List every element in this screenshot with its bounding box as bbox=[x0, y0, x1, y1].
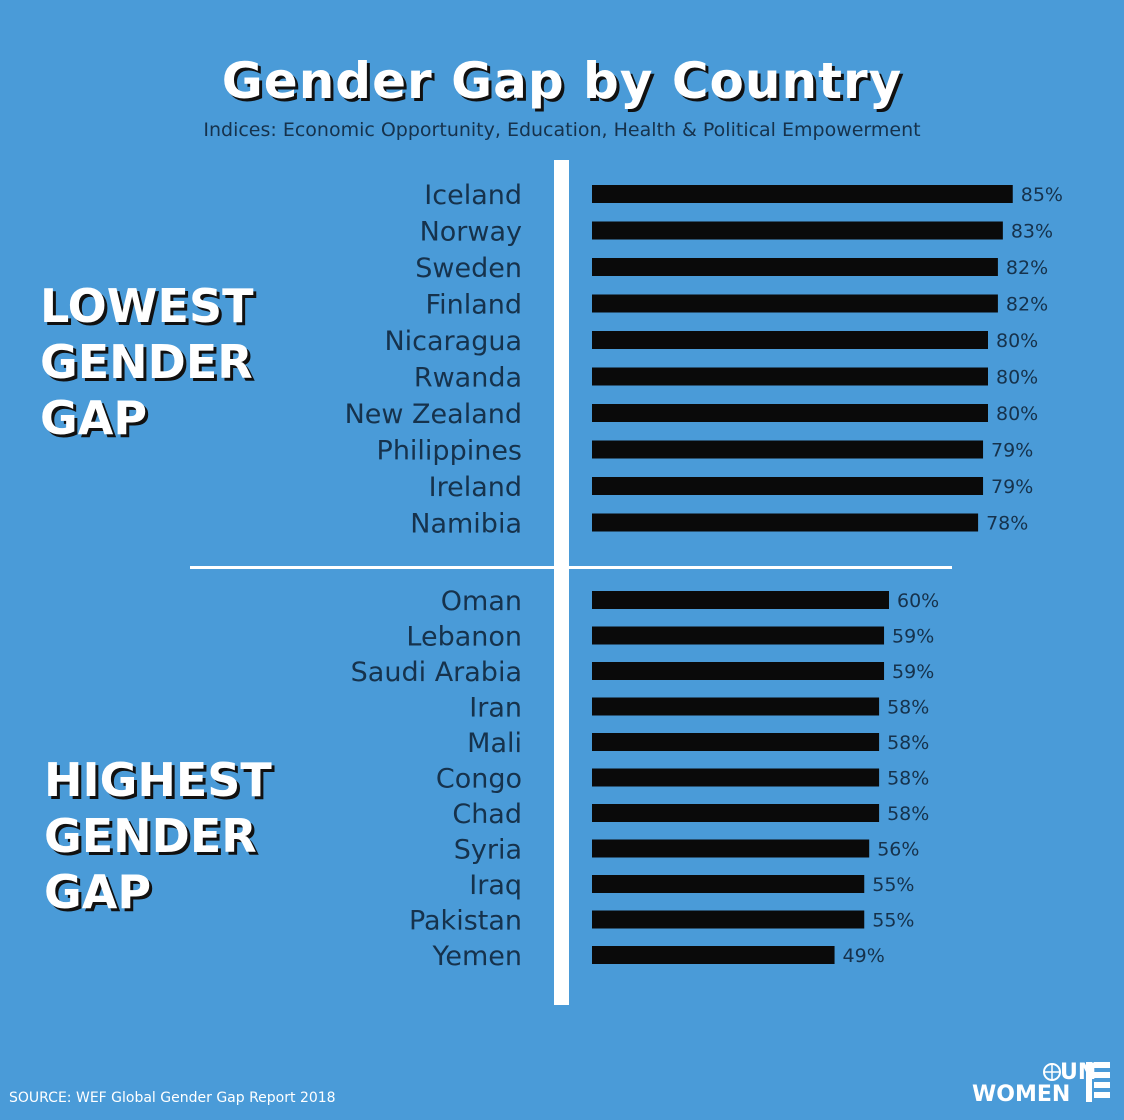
vertical-axis-divider bbox=[554, 160, 569, 1005]
data-label: 55% bbox=[872, 874, 914, 896]
category-label: Finland bbox=[426, 290, 522, 321]
bar bbox=[592, 331, 988, 349]
data-label: 49% bbox=[843, 945, 885, 967]
data-label: 79% bbox=[991, 476, 1033, 498]
category-label: Yemen bbox=[431, 941, 522, 972]
bar bbox=[592, 875, 865, 893]
bar bbox=[592, 662, 885, 680]
category-label: Congo bbox=[436, 764, 522, 795]
data-label: 85% bbox=[1021, 184, 1063, 206]
data-label: 56% bbox=[877, 839, 919, 861]
category-label: Saudi Arabia bbox=[351, 657, 522, 688]
bar bbox=[592, 804, 880, 822]
data-label: 58% bbox=[887, 697, 929, 719]
bar bbox=[592, 294, 998, 313]
category-label: Iran bbox=[469, 693, 522, 724]
category-label: Lebanon bbox=[406, 622, 522, 653]
data-label: 80% bbox=[996, 403, 1038, 425]
bar bbox=[592, 258, 998, 276]
group-divider-line bbox=[190, 566, 952, 569]
category-label: Pakistan bbox=[409, 906, 522, 937]
category-label: Syria bbox=[454, 835, 522, 866]
data-label: 59% bbox=[892, 626, 934, 648]
data-label: 55% bbox=[872, 910, 914, 932]
bar bbox=[592, 185, 1013, 203]
bar bbox=[592, 404, 988, 422]
bar bbox=[592, 513, 979, 532]
category-label: New Zealand bbox=[345, 399, 522, 430]
bar bbox=[592, 946, 835, 964]
bar bbox=[592, 768, 880, 787]
chart-title: Gender Gap by Country bbox=[221, 52, 903, 110]
data-label: 83% bbox=[1011, 221, 1053, 243]
data-label: 59% bbox=[892, 661, 934, 683]
category-label: Norway bbox=[420, 217, 522, 248]
un-women-logo: UN WOMEN bbox=[968, 1058, 1114, 1108]
category-label: Iraq bbox=[469, 870, 522, 901]
data-label: 80% bbox=[996, 330, 1038, 352]
bar bbox=[592, 367, 988, 386]
bar bbox=[592, 221, 1003, 240]
data-label: 79% bbox=[991, 440, 1033, 462]
group-label-highest-line: GAP bbox=[44, 865, 152, 919]
bar bbox=[592, 697, 880, 716]
bar bbox=[592, 591, 889, 609]
un-emblem-icon bbox=[1043, 1062, 1110, 1102]
data-label: 58% bbox=[887, 803, 929, 825]
group-label-highest-line: HIGHEST bbox=[44, 753, 272, 807]
chart-subtitle: Indices: Economic Opportunity, Education… bbox=[203, 119, 921, 141]
group-label-lowest: LOWEST GENDER GAP bbox=[40, 278, 253, 446]
data-label: 82% bbox=[1006, 257, 1048, 279]
bar bbox=[592, 626, 885, 645]
category-label: Iceland bbox=[424, 180, 522, 211]
category-label: Chad bbox=[452, 799, 522, 830]
category-label: Namibia bbox=[410, 509, 522, 540]
category-label: Ireland bbox=[429, 472, 522, 503]
data-label: 58% bbox=[887, 732, 929, 754]
category-label: Oman bbox=[441, 586, 522, 617]
category-label: Philippines bbox=[377, 436, 522, 467]
group-label-lowest-line: GENDER bbox=[40, 335, 253, 389]
category-label: Sweden bbox=[415, 253, 522, 284]
bar bbox=[592, 440, 984, 459]
data-label: 60% bbox=[897, 590, 939, 612]
group-label-lowest-line: GAP bbox=[40, 391, 148, 445]
group-label-highest: HIGHEST GENDER GAP bbox=[44, 752, 272, 920]
category-label: Nicaragua bbox=[384, 326, 522, 357]
data-label: 82% bbox=[1006, 294, 1048, 316]
source-note: SOURCE: WEF Global Gender Gap Report 201… bbox=[9, 1090, 336, 1106]
bar-group: Iceland 85% Norway 83% Sweden 82% Finland 82% Ni… bbox=[345, 180, 1063, 972]
data-label: 78% bbox=[986, 513, 1028, 535]
bar bbox=[592, 910, 865, 929]
bar bbox=[592, 839, 870, 858]
group-label-highest-line: GENDER bbox=[44, 809, 257, 863]
category-label: Mali bbox=[467, 728, 522, 759]
category-label: Rwanda bbox=[414, 363, 522, 394]
bar bbox=[592, 477, 984, 495]
data-label: 80% bbox=[996, 367, 1038, 389]
bar bbox=[592, 733, 880, 751]
logo-text-un: UN bbox=[1060, 1060, 1097, 1085]
logo-text-women: WOMEN bbox=[972, 1082, 1071, 1107]
data-label: 58% bbox=[887, 768, 929, 790]
group-label-lowest-line: LOWEST bbox=[40, 279, 254, 333]
